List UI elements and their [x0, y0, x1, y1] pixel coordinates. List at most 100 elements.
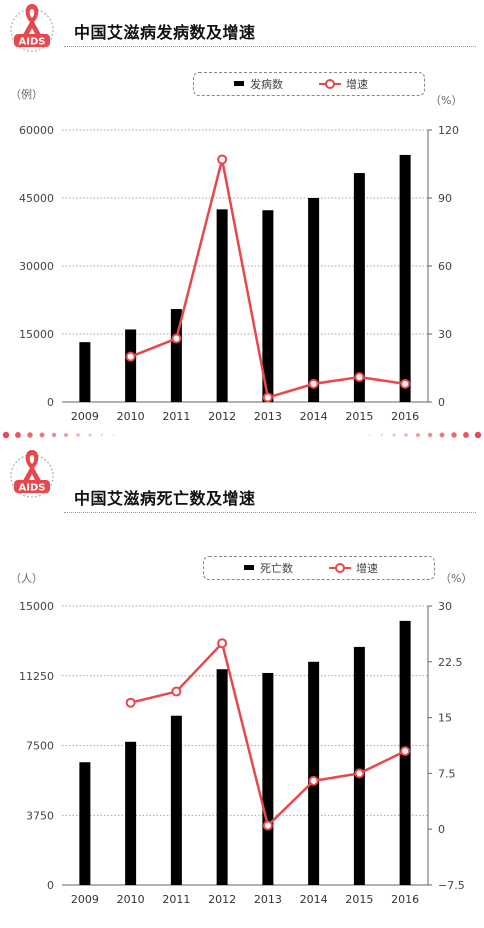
- bar: [353, 173, 365, 402]
- legend: 死亡数 增速: [203, 556, 435, 580]
- separator-dot: [369, 434, 371, 436]
- separator-dot: [427, 432, 433, 438]
- y-tick-label-left: 60000: [19, 124, 54, 137]
- y-tick-label-left: 11250: [19, 670, 54, 683]
- chart-panel-incidence: AIDS 中国艾滋病发病数及增速 发病数 增速 （例） （%） 0 15000 30…: [0, 0, 484, 425]
- y-tick-label-left: 7500: [26, 740, 54, 753]
- separator-dot: [392, 433, 396, 437]
- separator-dot: [64, 433, 68, 437]
- growth-point: [171, 333, 182, 344]
- growth-point: [125, 351, 136, 362]
- aids-ribbon-icon: AIDS: [6, 0, 58, 54]
- growth-point: [308, 775, 319, 786]
- x-tick-label: 2011: [162, 893, 190, 906]
- bar: [79, 762, 91, 885]
- title-divider: [64, 512, 476, 513]
- separator-dot: [27, 432, 33, 438]
- legend-line-swatch: [329, 563, 351, 573]
- x-tick-label: 2016: [391, 410, 419, 423]
- growth-point: [400, 378, 411, 389]
- chart-plot: 0 3750 7500 11250 15000 −7.5 0 7.5 15 22.5 30 2009 2…: [19, 600, 465, 906]
- bar: [308, 198, 320, 402]
- separator-dot: [439, 432, 445, 438]
- x-tick-label: 2009: [71, 893, 99, 906]
- separator-dot: [474, 431, 482, 439]
- x-tick-label: 2009: [71, 410, 99, 423]
- x-tick-label: 2013: [254, 893, 282, 906]
- separator-dot: [2, 431, 10, 439]
- separator-dot: [380, 433, 384, 437]
- separator-dot: [416, 433, 420, 437]
- growth-point: [354, 372, 365, 383]
- y-tick-label-right: 60: [438, 260, 452, 273]
- y-tick-label-left: 15000: [19, 328, 54, 341]
- separator-dot: [39, 432, 45, 438]
- separator-dot: [51, 432, 57, 438]
- bar: [216, 669, 228, 885]
- y-tick-label-right: 30: [438, 328, 452, 341]
- bar: [262, 210, 274, 402]
- logo-text: AIDS: [19, 483, 46, 494]
- y-tick-label-right: 90: [438, 192, 452, 205]
- growth-point: [354, 768, 365, 779]
- chart-plot: 0 15000 30000 45000 60000 0 30 60 90 120 2009 2010 2…: [19, 124, 459, 423]
- separator-dot: [15, 432, 21, 438]
- y-tick-label-right: 30: [438, 600, 452, 613]
- separator-dot: [88, 433, 92, 437]
- growth-point: [125, 697, 136, 708]
- left-axis-unit: （例）: [10, 88, 43, 101]
- y-tick-label-left: 15000: [19, 600, 54, 613]
- x-tick-label: 2011: [162, 410, 190, 423]
- left-axis-unit: （人）: [10, 572, 43, 585]
- x-tick-label: 2014: [300, 893, 328, 906]
- y-tick-label-right: 120: [438, 124, 459, 137]
- bar: [308, 661, 320, 885]
- right-axis-unit: （%）: [430, 94, 463, 107]
- growth-point: [217, 638, 228, 649]
- x-tick-label: 2013: [254, 410, 282, 423]
- legend-bar-label: 死亡数: [260, 562, 293, 575]
- bar: [125, 329, 137, 402]
- x-tick-label: 2010: [117, 893, 145, 906]
- right-axis-unit: （%）: [440, 572, 473, 585]
- x-tick-label: 2015: [345, 893, 373, 906]
- growth-point: [308, 378, 319, 389]
- legend-bar-label: 发病数: [250, 78, 283, 91]
- growth-point: [400, 746, 411, 757]
- aids-ribbon-icon: AIDS: [6, 446, 58, 500]
- chart-title: 中国艾滋病死亡数及增速: [74, 489, 256, 508]
- title-divider: [64, 46, 476, 47]
- logo-text: AIDS: [19, 37, 46, 48]
- bar: [216, 209, 228, 402]
- y-tick-label-left: 3750: [26, 809, 54, 822]
- growth-point: [217, 154, 228, 165]
- x-tick-label: 2014: [300, 410, 328, 423]
- x-tick-label: 2015: [345, 410, 373, 423]
- x-tick-label: 2016: [391, 893, 419, 906]
- bar: [125, 741, 137, 885]
- bar: [262, 672, 274, 885]
- separator-dot: [100, 433, 104, 437]
- x-tick-label: 2010: [117, 410, 145, 423]
- y-tick-label-left: 0: [47, 879, 54, 892]
- separator-dot: [451, 432, 457, 438]
- y-tick-label-right: 22.5: [438, 656, 463, 669]
- y-tick-label-left: 0: [47, 396, 54, 409]
- growth-point: [171, 686, 182, 697]
- separator-dot: [76, 433, 80, 437]
- x-tick-label: 2012: [208, 893, 236, 906]
- legend-line-label: 增速: [346, 78, 368, 91]
- legend-line-swatch: [319, 79, 341, 89]
- y-tick-label-left: 45000: [19, 192, 54, 205]
- bar: [353, 646, 365, 885]
- legend-bar-swatch: [234, 81, 244, 86]
- legend-bar-swatch: [244, 565, 254, 570]
- y-tick-label-right: −7.5: [438, 879, 465, 892]
- bar: [79, 342, 91, 402]
- separator-dot: [404, 433, 408, 437]
- x-tick-label: 2012: [208, 410, 236, 423]
- chart-title: 中国艾滋病发病数及增速: [74, 23, 256, 42]
- bar: [170, 309, 182, 402]
- separator-dot: [463, 432, 469, 438]
- bar: [170, 715, 182, 885]
